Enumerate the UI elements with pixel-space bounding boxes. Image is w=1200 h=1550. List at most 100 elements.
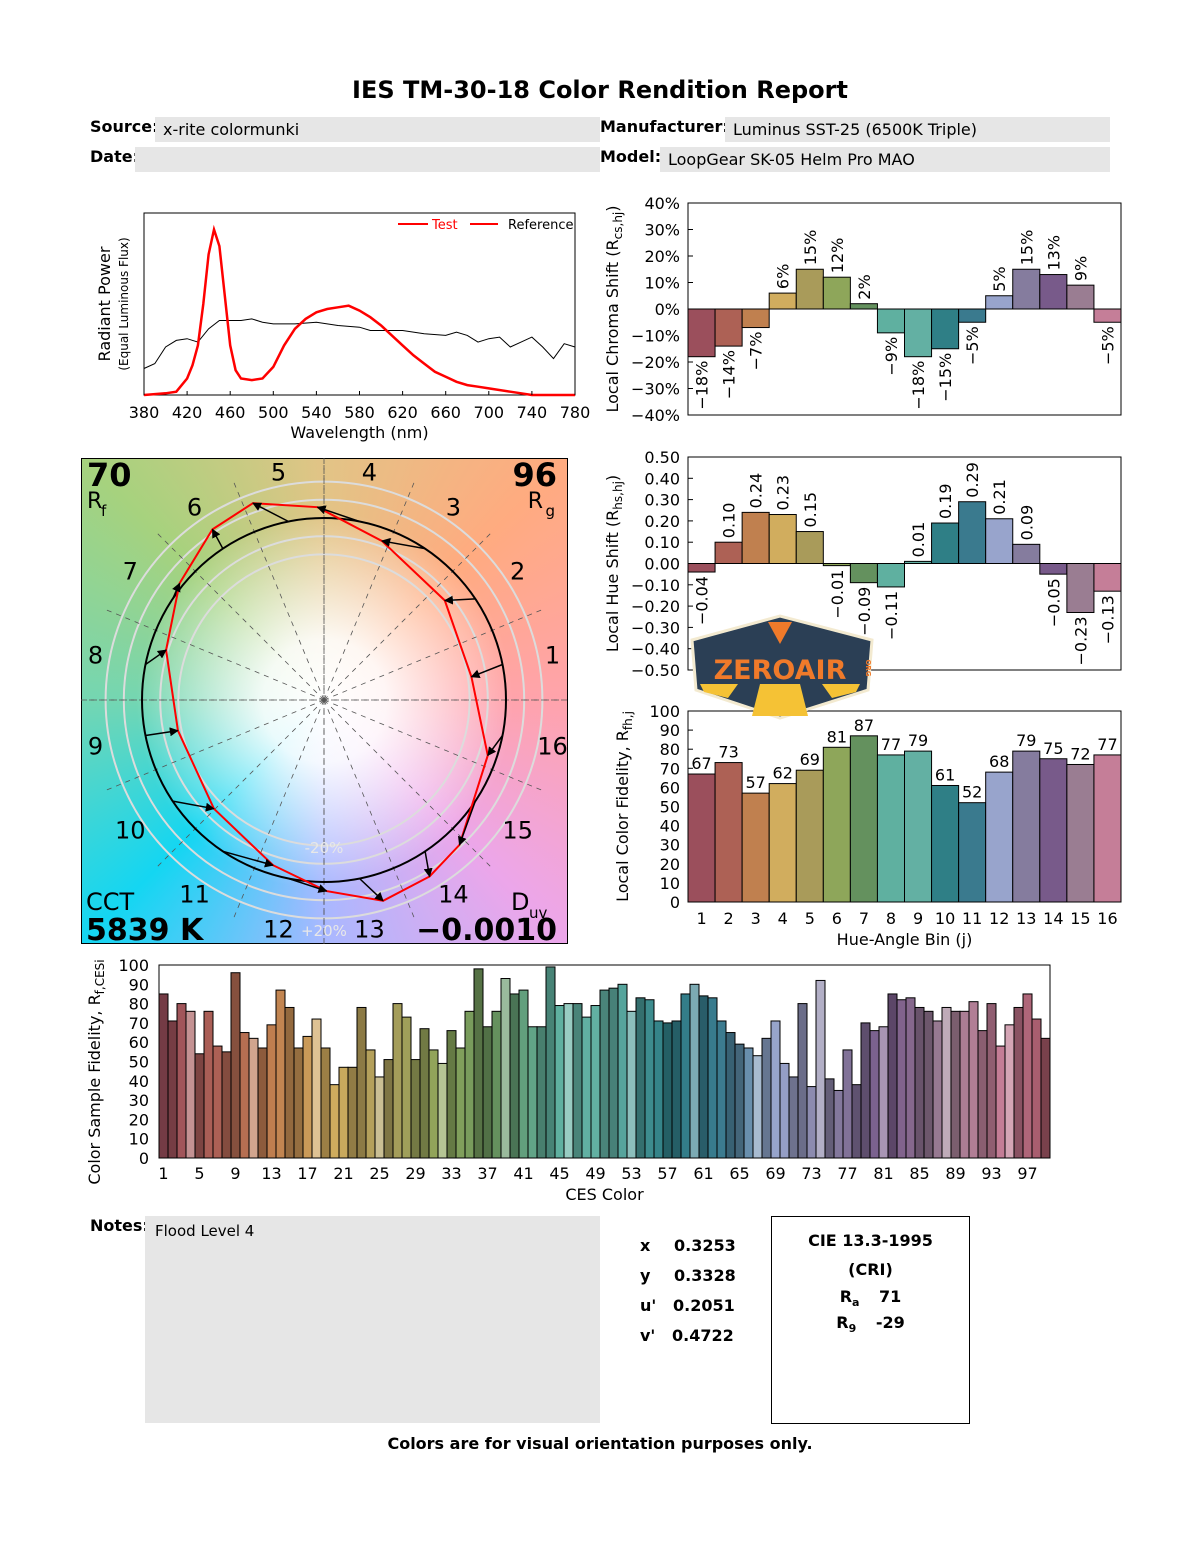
- ces-y-tick-label: 10: [129, 1130, 149, 1149]
- y-tick-label: 90: [660, 721, 680, 740]
- bar-value-label: 67: [691, 754, 711, 773]
- x-label: x: [640, 1236, 651, 1255]
- ces-bar-31: [428, 1049, 439, 1159]
- shift-arrow-bin-15: [458, 800, 477, 846]
- page-title: IES TM-30-18 Color Rendition Report: [352, 76, 848, 104]
- y-tick-label: 0: [670, 893, 680, 912]
- ces-bar-32: [437, 1062, 448, 1159]
- ces-bar-15: [284, 1006, 295, 1159]
- bar-value-label: 0.10: [720, 503, 739, 539]
- bar-value-label: 6%: [774, 264, 793, 289]
- bar-value-label: −0.01: [828, 570, 847, 619]
- ces-x-tick-label: 1: [158, 1164, 168, 1183]
- ces-bar-60: [689, 983, 700, 1159]
- y-tick-label: 0.30: [644, 491, 680, 510]
- ces-bar-19: [320, 1047, 331, 1159]
- ces-bar-47: [572, 1003, 583, 1159]
- ces-bar-29: [410, 1059, 421, 1159]
- bar-16: [1093, 754, 1122, 903]
- ces-bar-72: [797, 1003, 808, 1159]
- ces-x-tick-label: 93: [981, 1164, 1001, 1183]
- cri-title: CIE 13.3-1995: [808, 1231, 933, 1250]
- ces-bar-94: [995, 1045, 1006, 1159]
- bar-value-label: 0.09: [1017, 505, 1036, 541]
- bin-label: 8: [88, 642, 103, 670]
- model-label: Model:: [600, 147, 662, 166]
- spectrum-x-tick-label: 780: [560, 403, 591, 422]
- ces-y-axis-label: Color Sample Fidelity, Rf,CESi: [85, 959, 107, 1184]
- bar-value-label: 9%: [1071, 256, 1090, 281]
- ces-bar-90: [959, 1010, 970, 1159]
- ces-x-tick-label: 77: [837, 1164, 857, 1183]
- bar-value-label: 77: [881, 735, 901, 754]
- spectrum-x-tick-label: 460: [215, 403, 246, 422]
- ces-x-tick-label: 41: [513, 1164, 533, 1183]
- bar-value-label: 0.29: [963, 462, 982, 498]
- y-tick-label: 30%: [644, 221, 680, 240]
- u-prime-label: u': [640, 1296, 657, 1315]
- ces-x-tick-label: 13: [261, 1164, 281, 1183]
- rf-subscript: f: [101, 502, 107, 520]
- bar-value-label: 0.24: [747, 473, 766, 509]
- shift-arrow-bin-3: [381, 537, 426, 550]
- y-tick-label: −0.20: [631, 597, 680, 616]
- spectrum-x-tick-label: 380: [129, 403, 160, 422]
- bin-label: 10: [115, 816, 146, 844]
- bar-value-label: 0.01: [909, 522, 928, 558]
- logo-suffix: ORG: [864, 659, 872, 676]
- manufacturer-field: Luminus SST-25 (6500K Triple): [725, 117, 1110, 142]
- y-axis-label: Local Chroma Shift (Rcs,hj): [603, 205, 625, 412]
- bar-14: [1039, 563, 1068, 575]
- bar-13: [1012, 543, 1041, 565]
- ces-x-tick-label: 17: [297, 1164, 317, 1183]
- ces-bar-20: [329, 1084, 340, 1159]
- ces-bar-84: [905, 997, 916, 1159]
- y-tick-label: −30%: [631, 380, 680, 399]
- ces-bar-25: [374, 1076, 385, 1159]
- spectrum-x-tick-label: 580: [344, 403, 375, 422]
- ces-bar-87: [932, 1020, 943, 1159]
- ces-x-tick-label: 25: [369, 1164, 389, 1183]
- y-label: y: [640, 1266, 651, 1285]
- x-tick-label: 16: [1097, 909, 1117, 928]
- source-field: x-rite colormunki: [155, 117, 600, 142]
- ces-x-tick-label: 9: [230, 1164, 240, 1183]
- bar-value-label: −18%: [909, 361, 928, 410]
- bar-2: [714, 541, 743, 565]
- bar-8: [876, 563, 905, 588]
- plus-20-label: +20%: [301, 922, 347, 940]
- bar-value-label: 81: [827, 727, 847, 746]
- minus-20-label: -20%: [305, 839, 344, 857]
- ces-bar-64: [725, 1032, 736, 1159]
- ces-bar-88: [941, 1006, 952, 1159]
- footer-disclaimer: Colors are for visual orientation purpos…: [387, 1434, 813, 1453]
- ces-bar-71: [788, 1076, 799, 1159]
- y-tick-label: 0.40: [644, 469, 680, 488]
- cri-box: CIE 13.3-1995 (CRI) Ra 71 R9 -29: [771, 1216, 970, 1424]
- bar-13: [1012, 268, 1041, 310]
- x-value: 0.3253: [674, 1236, 736, 1255]
- ces-x-tick-label: 45: [549, 1164, 569, 1183]
- spectrum-x-tick-label: 660: [430, 403, 461, 422]
- bar-value-label: −15%: [936, 353, 955, 402]
- bin-boundary-line: [323, 699, 492, 868]
- zeroair-logo: ZEROAIR ORG: [690, 614, 874, 720]
- ra-label: R: [839, 1287, 853, 1306]
- ces-x-tick-label: 61: [693, 1164, 713, 1183]
- x-tick-label: 15: [1070, 909, 1090, 928]
- bar-8: [876, 308, 905, 334]
- ces-bar-85: [914, 1006, 925, 1159]
- ces-bar-78: [851, 1084, 862, 1159]
- ces-bar-40: [509, 993, 520, 1159]
- bin-label: 4: [362, 459, 377, 487]
- x-tick-label: 6: [832, 909, 842, 928]
- ces-bar-97: [1022, 993, 1033, 1159]
- bar-3: [741, 308, 770, 329]
- bar-11: [958, 308, 987, 323]
- ces-bar-22: [347, 1066, 358, 1159]
- ces-bar-75: [824, 1078, 835, 1159]
- ces-bar-51: [608, 987, 619, 1159]
- ces-x-tick-label: 73: [801, 1164, 821, 1183]
- y-axis-label-subscript: fh,j: [621, 711, 635, 730]
- ces-bar-79: [860, 1022, 871, 1159]
